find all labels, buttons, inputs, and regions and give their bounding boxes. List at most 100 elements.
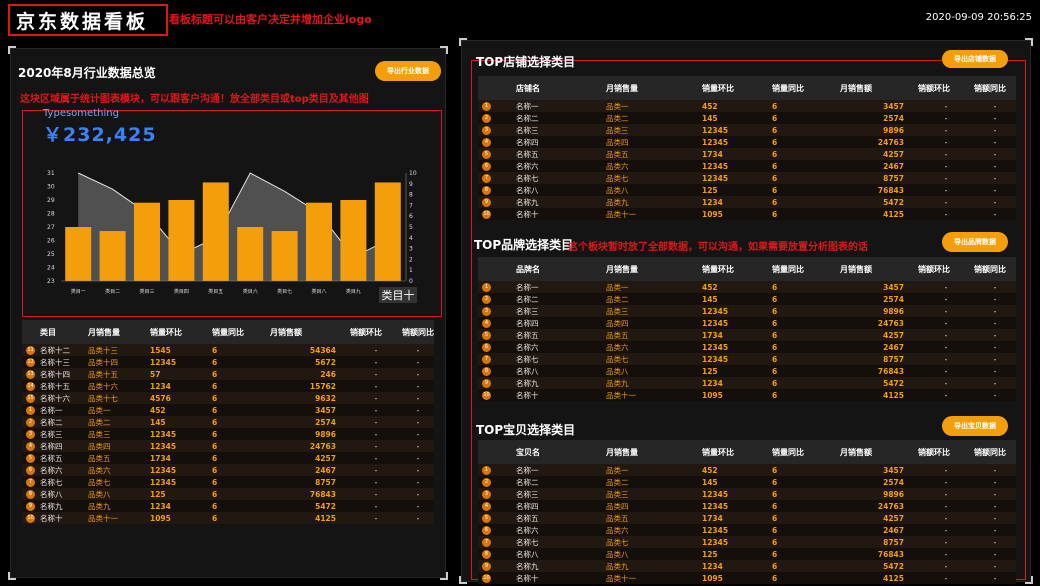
column-header[interactable]: 销额环比 (918, 447, 950, 457)
column-header[interactable]: 月销售量 (606, 83, 638, 93)
table-row[interactable]: 10 名称十 品类十一 1095 6 4125 - - (478, 208, 1016, 220)
column-header[interactable]: 销量同比 (772, 83, 804, 93)
table-row[interactable]: 4 名称四 品类四 12345 6 24763 - - (478, 500, 1016, 512)
column-header[interactable]: 销量同比 (772, 264, 804, 274)
rank-badge: 7 (26, 477, 35, 487)
table-row[interactable]: 4 名称四 品类四 12345 6 24763 - - (22, 440, 434, 452)
table-row[interactable]: 8 名称八 品类八 125 6 76843 - - (478, 184, 1016, 196)
column-header[interactable]: 销额同比 (402, 327, 434, 337)
table-row[interactable]: 3 名称三 品类三 12345 6 9896 - - (478, 305, 1016, 317)
column-header[interactable]: 类目 (40, 327, 56, 337)
table-row[interactable]: 7 名称七 品类七 12345 6 8757 - - (22, 476, 434, 488)
cell-amount: 15762 (309, 381, 336, 391)
y-left-tick: 28 (47, 211, 55, 218)
table-row[interactable]: 8 名称八 品类八 125 6 76843 - - (478, 365, 1016, 377)
table-row[interactable]: 4 名称四 品类四 12345 6 24763 - - (478, 136, 1016, 148)
table-row[interactable]: 9 名称九 品类九 1234 6 5472 - - (478, 560, 1016, 572)
table-row[interactable]: 2 名称二 品类二 145 6 2574 - - (478, 112, 1016, 124)
table-row[interactable]: 1 名称一 品类一 452 6 3457 - - (22, 404, 434, 416)
export-industry-button[interactable]: 导出行业数据 (375, 61, 441, 81)
column-header[interactable]: 月销售额 (840, 83, 872, 93)
table-row[interactable]: 2 名称二 品类二 145 6 2574 - - (478, 293, 1016, 305)
table-row[interactable]: 3 名称三 品类三 12345 6 9896 - - (478, 488, 1016, 500)
cell-mom: 125 (702, 366, 718, 376)
cell-cat: 品类二 (606, 294, 629, 304)
table-row[interactable]: 9 名称九 品类九 1234 6 5472 - - (478, 196, 1016, 208)
column-header[interactable]: 销量同比 (212, 327, 244, 337)
table-row[interactable]: 14 名称十五 品类十六 1234 6 15762 - - (22, 380, 434, 392)
table-row[interactable]: 7 名称七 品类七 12345 6 8757 - - (478, 536, 1016, 548)
cell-amom: - (944, 173, 948, 183)
column-header[interactable]: 销量同比 (772, 447, 804, 457)
column-header[interactable]: 销量环比 (702, 83, 734, 93)
cell-name: 名称三 (40, 429, 63, 439)
column-header[interactable]: 销量环比 (702, 447, 734, 457)
table-row[interactable]: 5 名称五 品类五 1734 6 4257 - - (478, 148, 1016, 160)
table-row[interactable]: 4 名称四 品类四 12345 6 24763 - - (478, 317, 1016, 329)
table-row[interactable]: 9 名称九 品类九 1234 6 5472 - - (478, 377, 1016, 389)
cell-amount: 3457 (883, 101, 904, 111)
table-row[interactable]: 5 名称五 品类五 1734 6 4257 - - (478, 512, 1016, 524)
table-row[interactable]: 8 名称八 品类八 125 6 76843 - - (22, 488, 434, 500)
cell-amount: 5472 (883, 197, 904, 207)
column-header[interactable]: 销额环比 (350, 327, 382, 337)
column-header[interactable]: 销量环比 (150, 327, 182, 337)
table-row[interactable]: 5 名称五 品类五 1734 6 4257 - - (478, 329, 1016, 341)
column-header[interactable]: 销额环比 (918, 264, 950, 274)
column-header[interactable]: 月销售额 (840, 447, 872, 457)
table-row[interactable]: 6 名称六 品类六 12345 6 2467 - - (478, 524, 1016, 536)
cell-name: 名称十五 (40, 381, 70, 391)
cell-amount: 76843 (877, 549, 904, 559)
column-header[interactable]: 月销售量 (606, 264, 638, 274)
column-header[interactable]: 宝贝名 (516, 447, 540, 457)
column-header[interactable]: 月销售量 (88, 327, 120, 337)
cell-amount: 4125 (883, 573, 904, 583)
table-row[interactable]: 10 名称十 品类十一 1095 6 4125 - - (478, 389, 1016, 401)
table-row[interactable]: 3 名称三 品类三 12345 6 9896 - - (22, 428, 434, 440)
table-row[interactable]: 6 名称六 品类六 12345 6 2467 - - (478, 160, 1016, 172)
y-left-tick: 29 (47, 197, 55, 204)
cell-ayoy: - (993, 489, 997, 499)
table-row[interactable]: 8 名称八 品类八 125 6 76843 - - (478, 548, 1016, 560)
table-row[interactable]: 15 名称十六 品类十七 4576 6 9632 - - (22, 392, 434, 404)
export-store-button[interactable]: 导出店铺数据 (942, 50, 1008, 68)
table-row[interactable]: 7 名称七 品类七 12345 6 8757 - - (478, 172, 1016, 184)
column-header[interactable]: 销量环比 (702, 264, 734, 274)
column-header[interactable]: 销额同比 (974, 83, 1006, 93)
cell-cat: 品类十一 (606, 390, 636, 400)
cell-mom: 1545 (150, 345, 171, 355)
table-row[interactable]: 5 名称五 品类五 1734 6 4257 - - (22, 452, 434, 464)
cell-amom: - (944, 501, 948, 511)
cell-amom: - (944, 149, 948, 159)
column-header[interactable]: 店铺名 (516, 83, 540, 93)
table-row[interactable]: 1 名称一 品类一 452 6 3457 - - (478, 100, 1016, 112)
table-row[interactable]: 9 名称九 品类九 1234 6 5472 - - (22, 500, 434, 512)
table-row[interactable]: 2 名称二 品类二 145 6 2574 - - (478, 476, 1016, 488)
column-header[interactable]: 月销售额 (840, 264, 872, 274)
table-row[interactable]: 7 名称七 品类七 12345 6 8757 - - (478, 353, 1016, 365)
table-row[interactable]: 1 名称一 品类一 452 6 3457 - - (478, 281, 1016, 293)
table-row[interactable]: 6 名称六 品类六 12345 6 2467 - - (478, 341, 1016, 353)
cell-amom: - (374, 381, 378, 391)
table-row[interactable]: 10 名称十 品类十一 1095 6 4125 - - (478, 572, 1016, 584)
category-badge[interactable]: 类目十 (379, 287, 417, 303)
table-row[interactable]: 1 名称一 品类一 452 6 3457 - - (478, 464, 1016, 476)
table-row[interactable]: 11 名称十二 品类十三 1545 6 54364 - - (22, 344, 434, 356)
cell-name: 名称九 (516, 378, 539, 388)
column-header[interactable]: 月销售量 (606, 447, 638, 457)
table-row[interactable]: 12 名称十三 品类十四 12345 6 5672 - - (22, 356, 434, 368)
column-header[interactable]: 品牌名 (516, 264, 540, 274)
table-row[interactable]: 2 名称二 品类二 145 6 2574 - - (22, 416, 434, 428)
table-row[interactable]: 6 名称六 品类六 12345 6 2467 - - (22, 464, 434, 476)
table-row[interactable]: 3 名称三 品类三 12345 6 9896 - - (478, 124, 1016, 136)
column-header[interactable]: 销额同比 (974, 264, 1006, 274)
rank-badge: 9 (482, 561, 491, 571)
column-header[interactable]: 销额环比 (918, 83, 950, 93)
column-header[interactable]: 月销售额 (270, 327, 302, 337)
export-baby-button[interactable]: 导出宝贝数据 (942, 416, 1008, 436)
table-row[interactable]: 10 名称十 品类十一 1095 6 4125 - - (22, 512, 434, 524)
column-header[interactable]: 销额同比 (974, 447, 1006, 457)
table-row[interactable]: 13 名称十四 品类十五 57 6 246 - - (22, 368, 434, 380)
export-brand-button[interactable]: 导出品牌数据 (942, 232, 1008, 252)
cell-ayoy: - (993, 113, 997, 123)
